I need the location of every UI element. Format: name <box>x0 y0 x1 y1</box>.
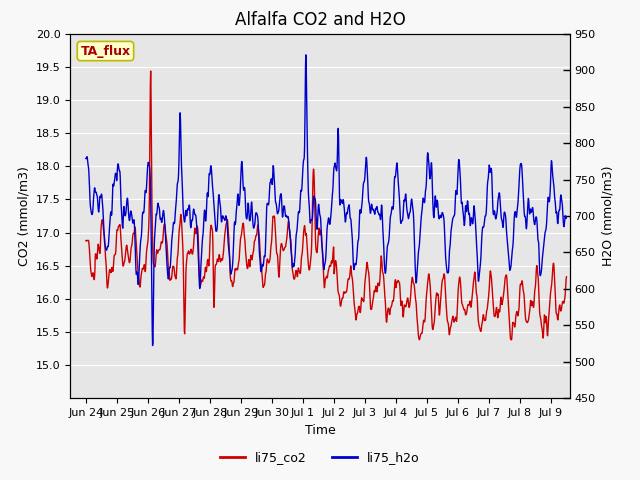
li75_co2 <box>82 238 90 243</box>
li75_co2 <box>356 307 364 312</box>
Title: Alfalfa CO2 and H2O: Alfalfa CO2 and H2O <box>235 11 405 29</box>
li75_co2 <box>563 274 570 280</box>
li75_co2 <box>119 263 127 269</box>
li75_co2 <box>296 271 304 276</box>
Line: li75_co2: li75_co2 <box>86 71 566 340</box>
li75_h2o <box>148 343 156 348</box>
li75_h2o <box>305 200 313 205</box>
li75_h2o <box>302 52 310 58</box>
li75_h2o <box>139 209 147 215</box>
Line: li75_h2o: li75_h2o <box>86 55 566 346</box>
li75_h2o <box>286 232 294 238</box>
Y-axis label: H2O (mmol/m3): H2O (mmol/m3) <box>601 166 614 266</box>
Text: TA_flux: TA_flux <box>81 45 131 58</box>
li75_co2 <box>305 265 312 271</box>
Legend: li75_co2, li75_h2o: li75_co2, li75_h2o <box>215 446 425 469</box>
li75_co2 <box>139 265 147 271</box>
li75_h2o <box>82 156 90 161</box>
li75_h2o <box>563 214 570 219</box>
X-axis label: Time: Time <box>305 424 335 437</box>
li75_co2 <box>286 235 294 240</box>
li75_co2 <box>147 68 154 74</box>
Y-axis label: CO2 (mmol/m3): CO2 (mmol/m3) <box>17 166 30 266</box>
li75_h2o <box>119 220 127 226</box>
li75_h2o <box>296 200 304 205</box>
li75_co2 <box>508 337 515 343</box>
li75_h2o <box>356 207 364 213</box>
